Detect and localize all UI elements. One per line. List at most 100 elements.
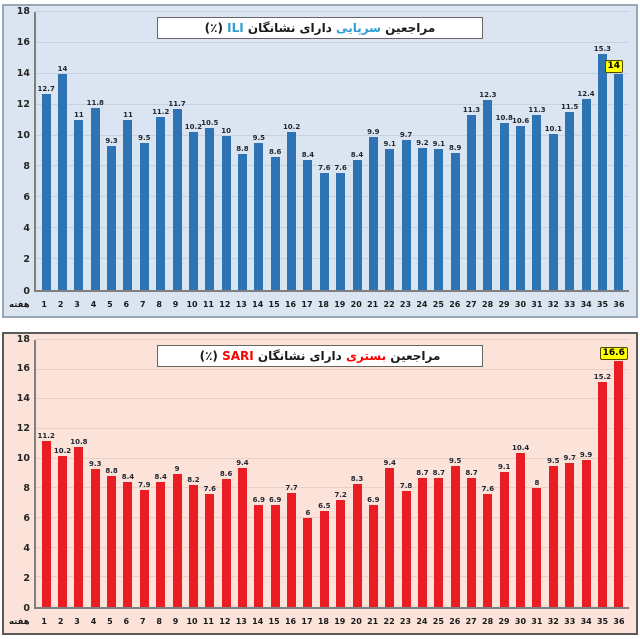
x-axis-tick-label: 32 — [547, 300, 559, 309]
sari-x-axis-title: هفته — [9, 617, 30, 627]
bar-slot: 11 — [71, 12, 87, 290]
gridline — [36, 339, 629, 340]
bar-value-label: 9.5 — [448, 457, 462, 466]
bar-slot: 6.9 — [365, 340, 381, 607]
bar-value-label: 6.5 — [318, 501, 331, 510]
bar — [450, 466, 460, 607]
bar — [368, 137, 378, 290]
x-axis-tick-label: 19 — [334, 617, 346, 626]
bar — [516, 126, 526, 290]
bar-value-label: 15.3 — [593, 44, 612, 53]
bar-slot: 10.8 — [495, 12, 513, 290]
x-axis-tick-label: 34 — [580, 617, 592, 626]
bar-value-label: 8.4 — [121, 473, 135, 482]
x-axis-tick-label: 30 — [514, 617, 527, 626]
x-axis-tick-label: 2 — [57, 300, 64, 309]
bar-slot: 9.5 — [136, 12, 152, 290]
title-accent-word: ILI — [227, 21, 244, 35]
title-word: دارای نشانگان — [257, 349, 342, 363]
x-axis-tick-label: 15 — [268, 617, 280, 626]
bar-slot: 9.5 — [251, 12, 267, 290]
bar-value-label: 7.6 — [203, 485, 216, 494]
bar-value-label: 8.8 — [236, 145, 249, 154]
bar — [368, 504, 378, 607]
bar — [565, 112, 575, 290]
bar-slot: 9.7 — [398, 12, 414, 290]
x-axis-tick-label: 34 — [580, 300, 592, 309]
bar — [90, 469, 100, 607]
x-axis-tick-label: 35 — [596, 617, 609, 626]
bar-value-label: 9.1 — [383, 140, 396, 149]
bar-value-label: 8.4 — [301, 151, 315, 160]
bar-slot: 12.7 — [38, 12, 55, 290]
bar-value-label: 15.2 — [593, 372, 612, 381]
bar-value-label: 10.8 — [495, 114, 513, 123]
x-axis-tick-label: 7 — [139, 617, 146, 626]
bar-slot: 10.2 — [283, 12, 300, 290]
bar-value-label: 9.4 — [236, 458, 249, 467]
bar-slot: 10.2 — [54, 340, 71, 607]
sari-plot-region: 0 2 4 6 8 10 12 14 16 18 11.2 10.2 10.8 9.3 8.8 8.4 7.9… — [8, 334, 629, 613]
bar — [614, 73, 624, 290]
title-word: مراجعین — [385, 21, 436, 35]
bar — [303, 518, 313, 607]
bar — [107, 146, 117, 290]
bar-value-label: 9.5 — [547, 457, 560, 466]
bar — [58, 73, 68, 290]
bar — [287, 132, 297, 290]
bar-slot: 11.3 — [463, 12, 480, 290]
bar — [417, 147, 427, 290]
gridline — [36, 72, 629, 74]
x-axis-tick-label: 14 — [252, 617, 264, 626]
bar — [597, 53, 607, 290]
bar-slot: 8.2 — [185, 340, 201, 607]
bar-value-label: 10.4 — [511, 443, 530, 452]
bar-slot: 6.9 — [267, 340, 283, 607]
bar — [205, 127, 215, 290]
bar-value-label: 11.2 — [37, 431, 55, 440]
bar-slot: 9.5 — [447, 340, 463, 607]
gridline — [36, 103, 629, 105]
bar-slot: 11.5 — [561, 12, 578, 290]
x-axis-tick-label: 18 — [317, 300, 329, 309]
title-accent-word: SARI — [222, 349, 254, 363]
bar — [156, 482, 166, 607]
bar — [221, 479, 231, 607]
x-axis-tick-label: 33 — [564, 617, 576, 626]
sari-gridlines — [36, 339, 629, 607]
y-axis-tick-label: 14 — [16, 67, 30, 79]
bar-value-label: 8.7 — [416, 468, 429, 477]
bar-value-label: 7.6 — [318, 163, 331, 172]
bar-value-label: 11 — [123, 111, 133, 120]
bar-value-label: 8.4 — [154, 473, 167, 482]
bar-value-label: 8.8 — [105, 467, 118, 476]
x-axis-tick-label: 17 — [301, 617, 313, 626]
bar-slot: 11.2 — [37, 340, 55, 607]
bar-value-label: 8.6 — [269, 148, 282, 157]
bar-slot: 7.6 — [202, 340, 218, 607]
x-axis-tick-label: 29 — [498, 300, 510, 309]
gridline — [36, 368, 629, 370]
bar-slot: 10.8 — [70, 340, 88, 607]
bar-value-label: 9.9 — [579, 451, 593, 460]
x-axis-tick-label: 4 — [90, 617, 97, 626]
bar-value-label: 8 — [534, 479, 540, 488]
title-accent-word: سرپایی — [336, 21, 381, 35]
bar — [401, 140, 411, 290]
bar-value-label: 10.6 — [511, 117, 530, 126]
bar — [254, 504, 264, 607]
gridline — [36, 576, 629, 578]
x-axis-tick-label: 15 — [268, 300, 280, 309]
title-word: دارای نشانگان — [247, 21, 332, 35]
bar-slot: 15.2 — [593, 340, 612, 607]
bar-slot: 8.4 — [300, 12, 316, 290]
x-axis-tick-label: 13 — [235, 617, 247, 626]
bar-value-label: 11 — [74, 111, 84, 120]
x-axis-tick-label: 6 — [123, 617, 130, 626]
bar-value-label: 9.4 — [383, 458, 396, 467]
gridline — [36, 428, 629, 429]
bar — [483, 100, 493, 290]
bar-slot: 7.2 — [332, 340, 348, 607]
x-axis-tick-label: 3 — [74, 617, 80, 626]
